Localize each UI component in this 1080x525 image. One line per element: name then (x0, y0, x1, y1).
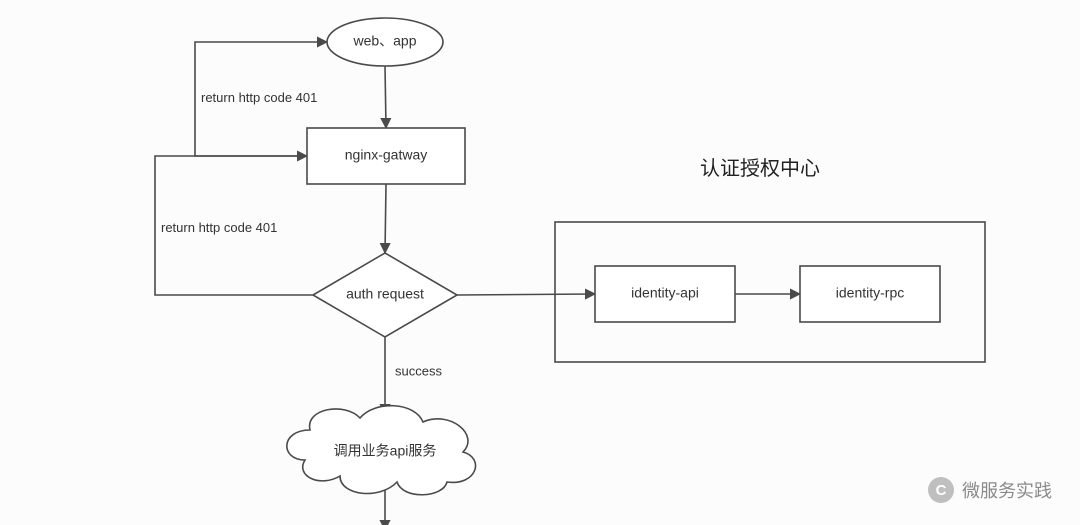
watermark-icon-text: C (936, 482, 947, 499)
gateway-to-auth (385, 184, 386, 253)
node-gateway-label: nginx-gatway (345, 147, 428, 163)
flow-diagram: 认证授权中心 success return http code 401 return … (0, 0, 1080, 525)
auth-center-title: 认证授权中心 (700, 157, 820, 180)
watermark: C 微服务实践 (928, 477, 1052, 503)
node-identity-api-label: identity-api (631, 285, 699, 301)
auth-to-gateway-401-label: return http code 401 (161, 220, 277, 235)
watermark-text: 微服务实践 (962, 477, 1052, 503)
node-cloud-label: 调用业务api服务 (334, 443, 437, 459)
auth-to-cloud-label: success (395, 364, 442, 379)
auth-to-api (457, 294, 595, 295)
node-auth-label: auth request (346, 286, 424, 302)
node-web-label: web、app (352, 33, 416, 49)
node-identity-rpc-label: identity-rpc (836, 285, 904, 301)
web-to-gateway (385, 66, 386, 128)
wechat-icon: C (928, 477, 954, 503)
gateway-to-web-401-label: return http code 401 (201, 90, 317, 105)
